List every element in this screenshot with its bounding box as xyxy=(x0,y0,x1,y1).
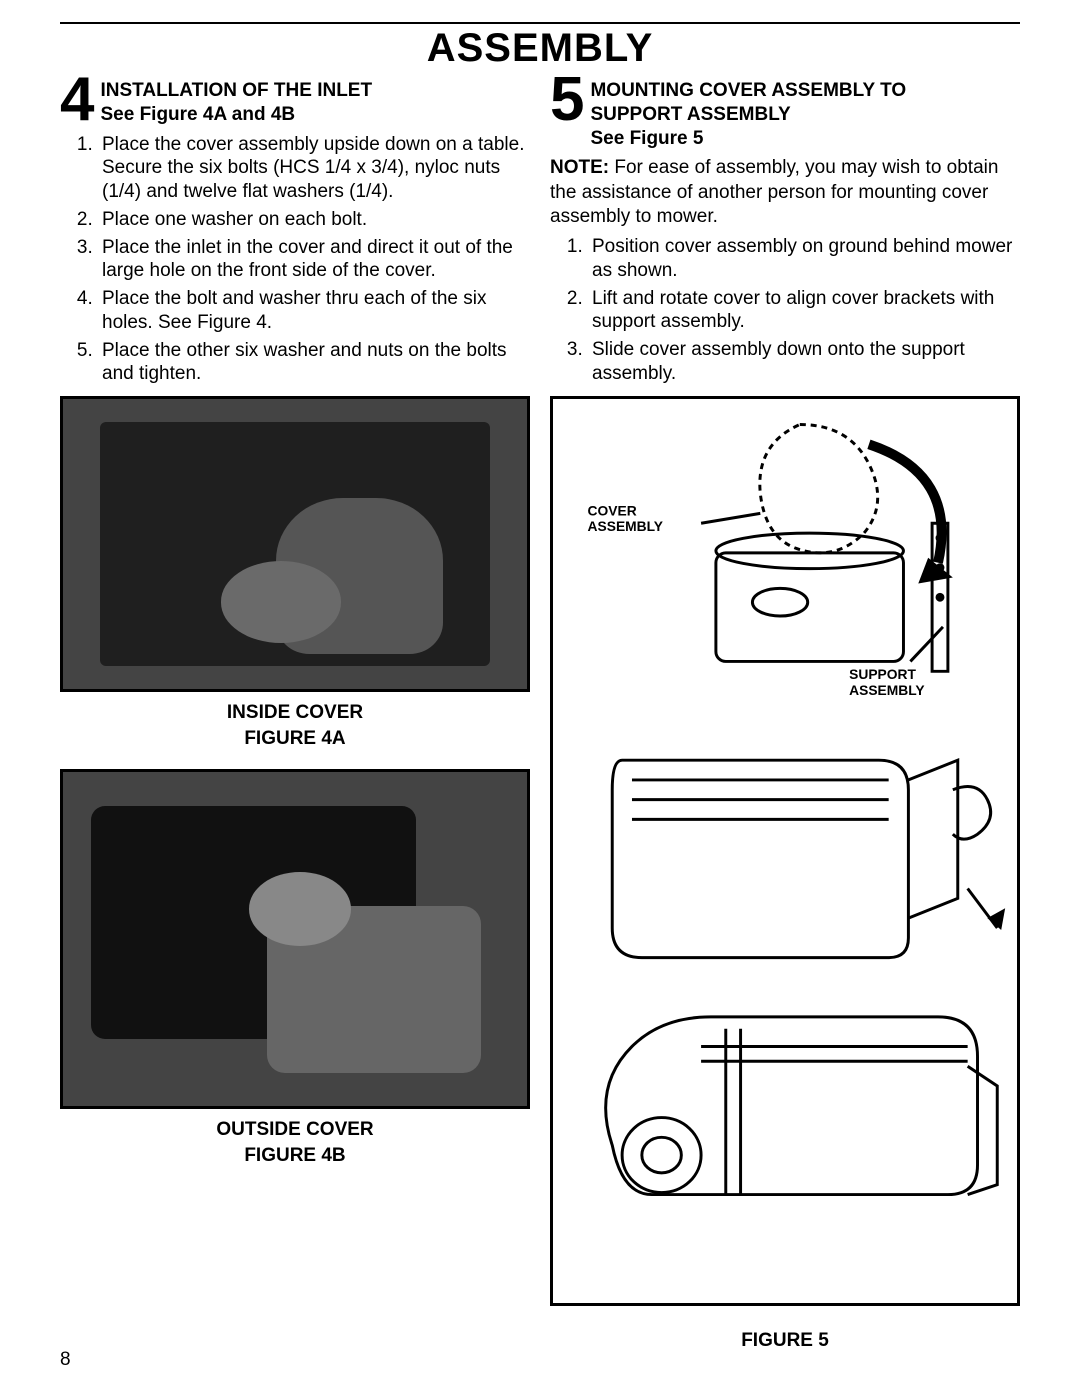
right-column: 5 MOUNTING COVER ASSEMBLY TO SUPPORT ASS… xyxy=(550,77,1020,1353)
step4-number: 4 xyxy=(60,75,94,126)
figure-4b-photo xyxy=(60,769,530,1109)
fig4a-cap-line1: INSIDE COVER xyxy=(227,702,363,723)
step4-list: Place the cover assembly upside down on … xyxy=(60,133,530,387)
fig5-label-assembly2: ASSEMBLY xyxy=(849,682,924,698)
step4-heading: 4 INSTALLATION OF THE INLET See Figure 4… xyxy=(60,77,530,127)
list-item: Place the inlet in the cover and direct … xyxy=(98,236,530,284)
fig4b-cap-line2: FIGURE 4B xyxy=(244,1145,345,1166)
step5-list: Position cover assembly on ground behind… xyxy=(550,235,1020,386)
fig5-label-cover: COVER xyxy=(588,502,637,518)
page-number: 8 xyxy=(60,1349,71,1371)
list-item: Place one washer on each bolt. xyxy=(98,208,530,232)
figure-4a-caption: INSIDE COVER FIGURE 4A xyxy=(60,700,530,751)
list-item: Position cover assembly on ground behind… xyxy=(588,235,1020,283)
list-item: Lift and rotate cover to align cover bra… xyxy=(588,287,1020,335)
figure-4a-photo xyxy=(60,396,530,692)
list-item: Place the bolt and washer thru each of t… xyxy=(98,287,530,335)
left-column: 4 INSTALLATION OF THE INLET See Figure 4… xyxy=(60,77,530,1353)
fig5-label-support: SUPPORT xyxy=(849,666,916,682)
figure-5-caption: FIGURE 5 xyxy=(550,1328,1020,1354)
step5-number: 5 xyxy=(550,75,584,126)
figure-5-svg: COVER ASSEMBLY SUPPORT ASSEMBLY xyxy=(553,399,1017,1303)
step4-title-line2: See Figure 4A and 4B xyxy=(100,104,295,125)
figure-4b-caption: OUTSIDE COVER FIGURE 4B xyxy=(60,1117,530,1168)
step5-title-line2: SUPPORT ASSEMBLY xyxy=(590,104,790,125)
list-item: Slide cover assembly down onto the suppo… xyxy=(588,338,1020,386)
fig4b-cap-line1: OUTSIDE COVER xyxy=(216,1119,373,1140)
list-item: Place the other six washer and nuts on t… xyxy=(98,339,530,387)
top-rule xyxy=(60,22,1020,24)
content-columns: 4 INSTALLATION OF THE INLET See Figure 4… xyxy=(60,77,1020,1353)
step5-title: MOUNTING COVER ASSEMBLY TO SUPPORT ASSEM… xyxy=(590,77,906,150)
page-title: ASSEMBLY xyxy=(60,26,1020,71)
note-label: NOTE: xyxy=(550,157,609,178)
list-item: Place the cover assembly upside down on … xyxy=(98,133,530,204)
step5-note: NOTE: For ease of assembly, you may wish… xyxy=(550,156,1020,229)
fig4a-cap-line2: FIGURE 4A xyxy=(244,728,345,749)
note-text: For ease of assembly, you may wish to ob… xyxy=(550,157,998,227)
step5-heading: 5 MOUNTING COVER ASSEMBLY TO SUPPORT ASS… xyxy=(550,77,1020,150)
figure-5-diagram: COVER ASSEMBLY SUPPORT ASSEMBLY xyxy=(550,396,1020,1306)
step4-title-line1: INSTALLATION OF THE INLET xyxy=(100,80,372,101)
step5-title-line1: MOUNTING COVER ASSEMBLY TO xyxy=(590,80,906,101)
step5-title-line3: See Figure 5 xyxy=(590,128,703,149)
step4-title: INSTALLATION OF THE INLET See Figure 4A … xyxy=(100,77,372,127)
fig5-label-assembly: ASSEMBLY xyxy=(588,518,663,534)
